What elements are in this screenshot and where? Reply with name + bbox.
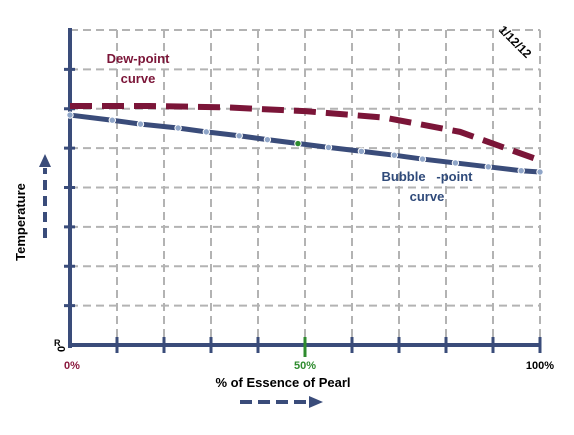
bubble-point-marker [202, 128, 211, 136]
bubble-point-marker [536, 168, 544, 176]
bubble-point-marker [136, 120, 145, 128]
x-tick-label: 0% [64, 360, 80, 372]
x-arrow-head [309, 396, 323, 408]
bubble-point-marker [484, 163, 492, 171]
bubble-point-curve [69, 112, 541, 175]
bubble-point-marker [174, 124, 182, 132]
bubble-point-marker [451, 159, 460, 167]
origin-rotated-zero: 0 [56, 346, 68, 352]
y-axis-label: Temperature [13, 183, 28, 261]
bubble-point-marker [517, 167, 525, 175]
bubble-point-marker [66, 111, 74, 119]
bubble-point-marker [108, 116, 117, 124]
bubble-point-marker [263, 135, 272, 144]
x-axis-label: % of Essence of Pearl [215, 375, 350, 390]
bubble-point-marker [235, 132, 243, 140]
bubble-point-marker [390, 151, 398, 159]
axis-ticks: 0% 50% 100% [64, 67, 554, 372]
bubble-point-label-line-2: curve [410, 189, 445, 204]
dew-point-curve [70, 103, 542, 164]
bubble-point-marker [357, 147, 366, 155]
bubble-point-marker [418, 155, 427, 163]
dew-point-label-line-2: curve [121, 71, 156, 86]
x-tick-label: 100% [526, 360, 554, 372]
date-stamp: 1/12/12 [496, 23, 534, 61]
bubble-point-marker [324, 143, 333, 152]
y-arrow-head [39, 154, 51, 167]
dew-point-label-line-1: Dew-point [107, 51, 170, 66]
origin-label: R [54, 338, 61, 348]
bubble-point-marker [294, 139, 302, 148]
series [66, 103, 544, 176]
x-tick-label: 50% [294, 360, 316, 372]
bubble-point-label-line-1: Bubble -point [382, 169, 474, 184]
